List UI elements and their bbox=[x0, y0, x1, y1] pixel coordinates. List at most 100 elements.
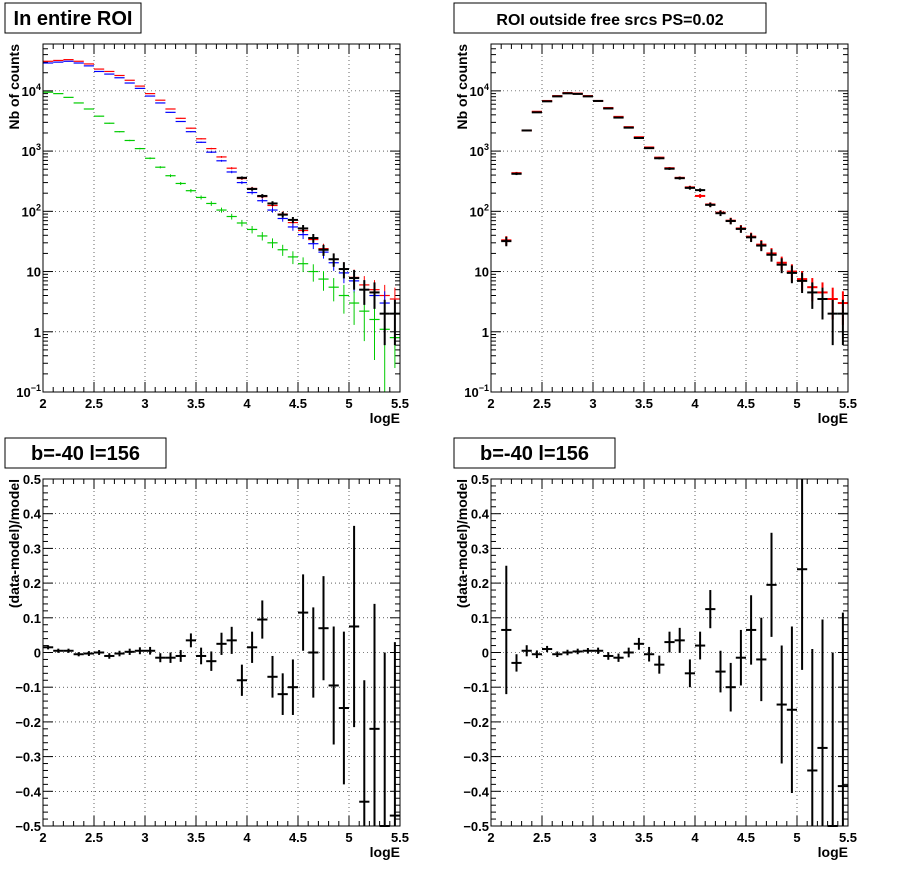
data-point bbox=[644, 646, 655, 662]
data-point bbox=[175, 181, 186, 186]
data-point bbox=[338, 262, 349, 279]
y-axis-label: (data-model)/model bbox=[454, 479, 470, 608]
data-point bbox=[185, 188, 196, 193]
data-point bbox=[379, 652, 390, 827]
title-box: b=-40 l=156 bbox=[453, 437, 616, 469]
x-tick-label: 2 bbox=[39, 396, 46, 411]
data-point bbox=[582, 647, 593, 654]
x-tick-label: 5.5 bbox=[391, 830, 409, 845]
data-point bbox=[633, 136, 644, 139]
data-point bbox=[134, 147, 145, 150]
data-point bbox=[216, 156, 227, 158]
series-2 bbox=[501, 92, 848, 346]
series-3 bbox=[43, 91, 400, 392]
data-point bbox=[695, 194, 706, 198]
x-tick-label: 4 bbox=[243, 830, 251, 845]
data-point bbox=[735, 225, 746, 233]
x-tick-label: 5 bbox=[793, 396, 800, 411]
y-tick-label: 0.2 bbox=[471, 576, 489, 591]
data-point bbox=[521, 129, 532, 132]
title-box: In entire ROI bbox=[4, 2, 142, 34]
data-point bbox=[318, 576, 329, 681]
y-tick-label: 1 bbox=[34, 325, 41, 340]
data-point bbox=[552, 651, 563, 658]
data-point bbox=[226, 167, 237, 170]
x-tick-label: 3.5 bbox=[187, 396, 205, 411]
data-point bbox=[206, 151, 217, 154]
data-point bbox=[756, 240, 767, 252]
x-tick-label: 2 bbox=[487, 830, 494, 845]
data-point bbox=[613, 116, 624, 119]
x-tick-label: 4.5 bbox=[289, 830, 307, 845]
x-tick-label: 2.5 bbox=[533, 830, 551, 845]
data-point bbox=[613, 653, 624, 662]
data-point bbox=[226, 626, 237, 654]
data-point bbox=[226, 213, 237, 220]
y-tick-label: 0.5 bbox=[23, 472, 41, 487]
data-point bbox=[786, 265, 797, 284]
x-tick-label: 3.5 bbox=[635, 830, 653, 845]
chart-title: b=-40 l=156 bbox=[480, 443, 589, 465]
data-point bbox=[521, 645, 532, 657]
x-tick-label: 2.5 bbox=[533, 396, 551, 411]
data-point bbox=[206, 651, 217, 671]
series-1 bbox=[501, 92, 848, 325]
y-tick-label: 0.2 bbox=[23, 576, 41, 591]
data-point bbox=[287, 659, 298, 715]
y-tick-label: 0.3 bbox=[471, 541, 489, 556]
x-tick-label: 5 bbox=[793, 830, 800, 845]
y-axis-label: Nb of counts bbox=[454, 44, 470, 130]
data-point bbox=[359, 680, 370, 826]
title-box-border bbox=[453, 2, 767, 34]
data-point bbox=[114, 131, 125, 133]
data-point bbox=[257, 232, 268, 241]
x-tick-label: 5.5 bbox=[839, 396, 857, 411]
data-point bbox=[43, 91, 54, 93]
data-point bbox=[328, 278, 339, 302]
data-point bbox=[185, 131, 196, 133]
chart-panel-1: 2 2.5 3 3.5 4 4.5 5 5.5 10−1 1 10 102 103 104 logE Nb o… bbox=[4, 2, 409, 426]
data-point bbox=[623, 647, 634, 658]
data-point bbox=[674, 176, 685, 180]
data-point bbox=[766, 532, 777, 637]
chart-title: In entire ROI bbox=[14, 8, 133, 30]
chart-panel-2: 2 2.5 3 3.5 4 4.5 5 5.5 10−1 1 10 102 103 104 logE Nb o… bbox=[453, 2, 857, 426]
data-point bbox=[308, 234, 319, 243]
data-point bbox=[63, 648, 74, 653]
chart-panel-3: 2 2.5 3 3.5 4 4.5 5 5.5 −0.5 −0.4 −0.3 −0.2 −0.1 0 0.1… bbox=[4, 437, 409, 860]
data-point bbox=[308, 264, 319, 282]
data-point bbox=[73, 102, 84, 104]
data-point bbox=[277, 673, 288, 715]
chart-title: ROI outside free srcs PS=0.02 bbox=[496, 12, 723, 29]
data-point bbox=[287, 223, 298, 231]
data-point bbox=[94, 650, 105, 655]
data-point bbox=[349, 270, 360, 290]
data-point bbox=[318, 244, 329, 256]
data-point bbox=[165, 111, 176, 113]
data-point bbox=[114, 650, 125, 657]
data-point bbox=[389, 642, 400, 826]
axis-ticks bbox=[490, 43, 849, 393]
x-tick-label: 2 bbox=[39, 830, 46, 845]
data-point bbox=[185, 127, 196, 129]
data-point bbox=[511, 654, 522, 672]
data-point bbox=[654, 655, 665, 674]
data-point bbox=[257, 198, 268, 203]
data-point bbox=[216, 207, 227, 213]
y-tick-label: 0 bbox=[34, 646, 41, 661]
data-point bbox=[155, 99, 166, 101]
data-point bbox=[827, 652, 838, 827]
data-point bbox=[247, 226, 258, 234]
x-tick-label: 3.5 bbox=[635, 396, 653, 411]
data-point bbox=[705, 590, 716, 629]
data-point bbox=[267, 207, 278, 213]
data-point bbox=[776, 258, 787, 274]
x-tick-label: 3.5 bbox=[187, 830, 205, 845]
y-tick-label: 0.1 bbox=[23, 611, 41, 626]
y-tick-label: 10−1 bbox=[16, 383, 41, 400]
y-tick-label: −0.2 bbox=[15, 715, 41, 730]
x-tick-label: 5.5 bbox=[839, 830, 857, 845]
data-point bbox=[786, 626, 797, 794]
data-point bbox=[379, 299, 390, 346]
data-point bbox=[531, 650, 542, 659]
